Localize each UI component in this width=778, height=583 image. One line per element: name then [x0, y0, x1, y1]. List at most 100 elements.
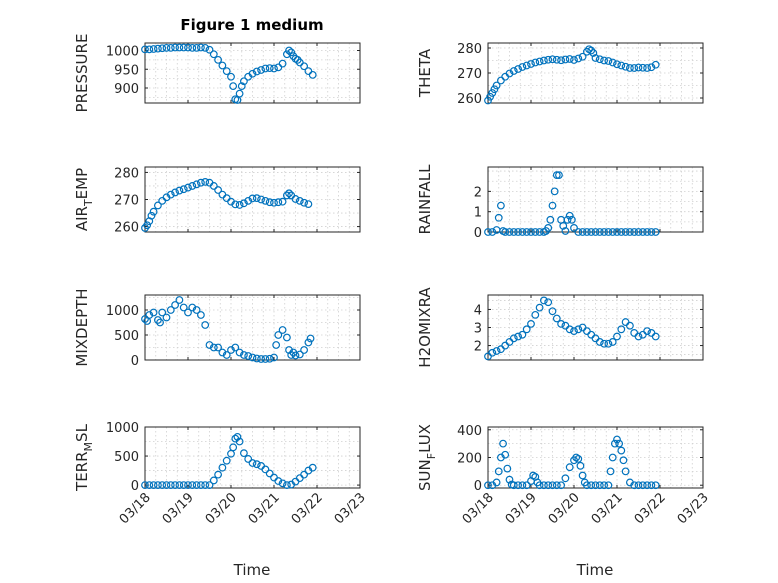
data-point: [587, 228, 596, 236]
data-point: [300, 470, 309, 479]
data-point: [600, 339, 608, 348]
xlabel-group: Time Time: [233, 561, 614, 579]
data-point: [643, 228, 651, 236]
data-point: [141, 481, 149, 489]
data-point: [617, 61, 626, 70]
data-point: [576, 461, 585, 470]
data-point: [261, 196, 270, 205]
data-point: [283, 333, 291, 342]
data-point: [171, 43, 180, 52]
data-point: [231, 200, 240, 209]
data-point: [265, 354, 274, 363]
data-point: [488, 348, 497, 357]
data-point: [505, 228, 514, 236]
data-point: [550, 187, 559, 196]
series-markers: [141, 296, 315, 363]
data-point: [252, 194, 261, 203]
data-point: [179, 43, 188, 52]
data-point: [270, 198, 278, 207]
data-point: [613, 228, 621, 236]
data-point: [257, 66, 266, 74]
y-tick-label: 280: [114, 166, 139, 181]
data-point: [514, 481, 522, 490]
data-point: [518, 228, 527, 236]
data-point: [218, 348, 227, 357]
data-point: [166, 43, 175, 52]
data-point: [244, 455, 253, 463]
data-point: [248, 194, 257, 203]
y-tick-label: 2: [474, 340, 482, 355]
data-point: [272, 341, 281, 349]
series-markers: [141, 43, 317, 104]
data-point: [218, 463, 227, 472]
data-point: [229, 82, 238, 91]
data-point: [494, 213, 503, 222]
data-point: [514, 332, 522, 341]
data-point: [514, 65, 522, 73]
data-point: [214, 343, 223, 352]
data-point: [630, 481, 639, 490]
data-point: [184, 183, 192, 192]
data-point: [591, 54, 600, 62]
data-point: [171, 301, 180, 309]
data-point: [497, 201, 505, 210]
y-tick-label: 1000: [106, 304, 139, 319]
data-point: [561, 227, 570, 235]
data-point: [583, 228, 591, 236]
axes-frame: [144, 294, 361, 361]
y-axis-label: TERRMSL: [73, 423, 95, 492]
data-point: [651, 332, 660, 341]
data-point: [647, 63, 656, 72]
series-markers: [484, 45, 660, 105]
data-point: [222, 67, 231, 76]
panel-background: [488, 43, 703, 103]
data-point: [621, 467, 630, 476]
data-point: [634, 332, 643, 341]
data-point: [244, 352, 253, 360]
data-point: [595, 338, 604, 346]
data-point: [544, 481, 553, 490]
data-point: [565, 55, 574, 63]
data-point: [209, 50, 218, 59]
data-point: [565, 325, 574, 334]
data-point: [218, 61, 227, 70]
data-point: [291, 351, 300, 360]
data-point: [248, 459, 257, 467]
data-point: [595, 55, 604, 64]
data-point: [252, 67, 261, 76]
data-point: [248, 69, 257, 78]
data-point: [552, 55, 561, 64]
y-tick-label: 4: [474, 303, 482, 318]
data-point: [608, 58, 617, 67]
data-point: [233, 432, 242, 441]
data-point: [304, 200, 313, 209]
data-point: [201, 321, 210, 329]
y-axis-label: AIRTEMP: [73, 168, 95, 231]
y-tick-label: 3: [474, 322, 482, 337]
data-point: [643, 64, 651, 72]
data-point: [509, 334, 518, 343]
data-point: [171, 481, 180, 489]
data-point: [578, 228, 587, 236]
data-point: [248, 353, 257, 362]
data-point: [270, 64, 278, 73]
data-point: [278, 59, 287, 68]
data-point: [141, 45, 149, 54]
data-point: [565, 463, 574, 472]
data-point: [252, 354, 261, 363]
panel-background: [145, 43, 360, 103]
panel-background: [488, 427, 703, 488]
axes-frame: [144, 426, 361, 489]
data-point: [561, 474, 570, 483]
data-point: [540, 481, 548, 490]
data-point: [227, 346, 235, 354]
data-point: [244, 196, 253, 205]
axes-frame: [487, 166, 704, 233]
data-point: [229, 443, 238, 452]
axes-frame: [144, 42, 361, 104]
data-point: [484, 96, 492, 105]
data-point: [192, 180, 201, 189]
data-point: [153, 44, 162, 53]
data-point: [300, 346, 309, 354]
y-tick-label: 260: [457, 92, 482, 107]
